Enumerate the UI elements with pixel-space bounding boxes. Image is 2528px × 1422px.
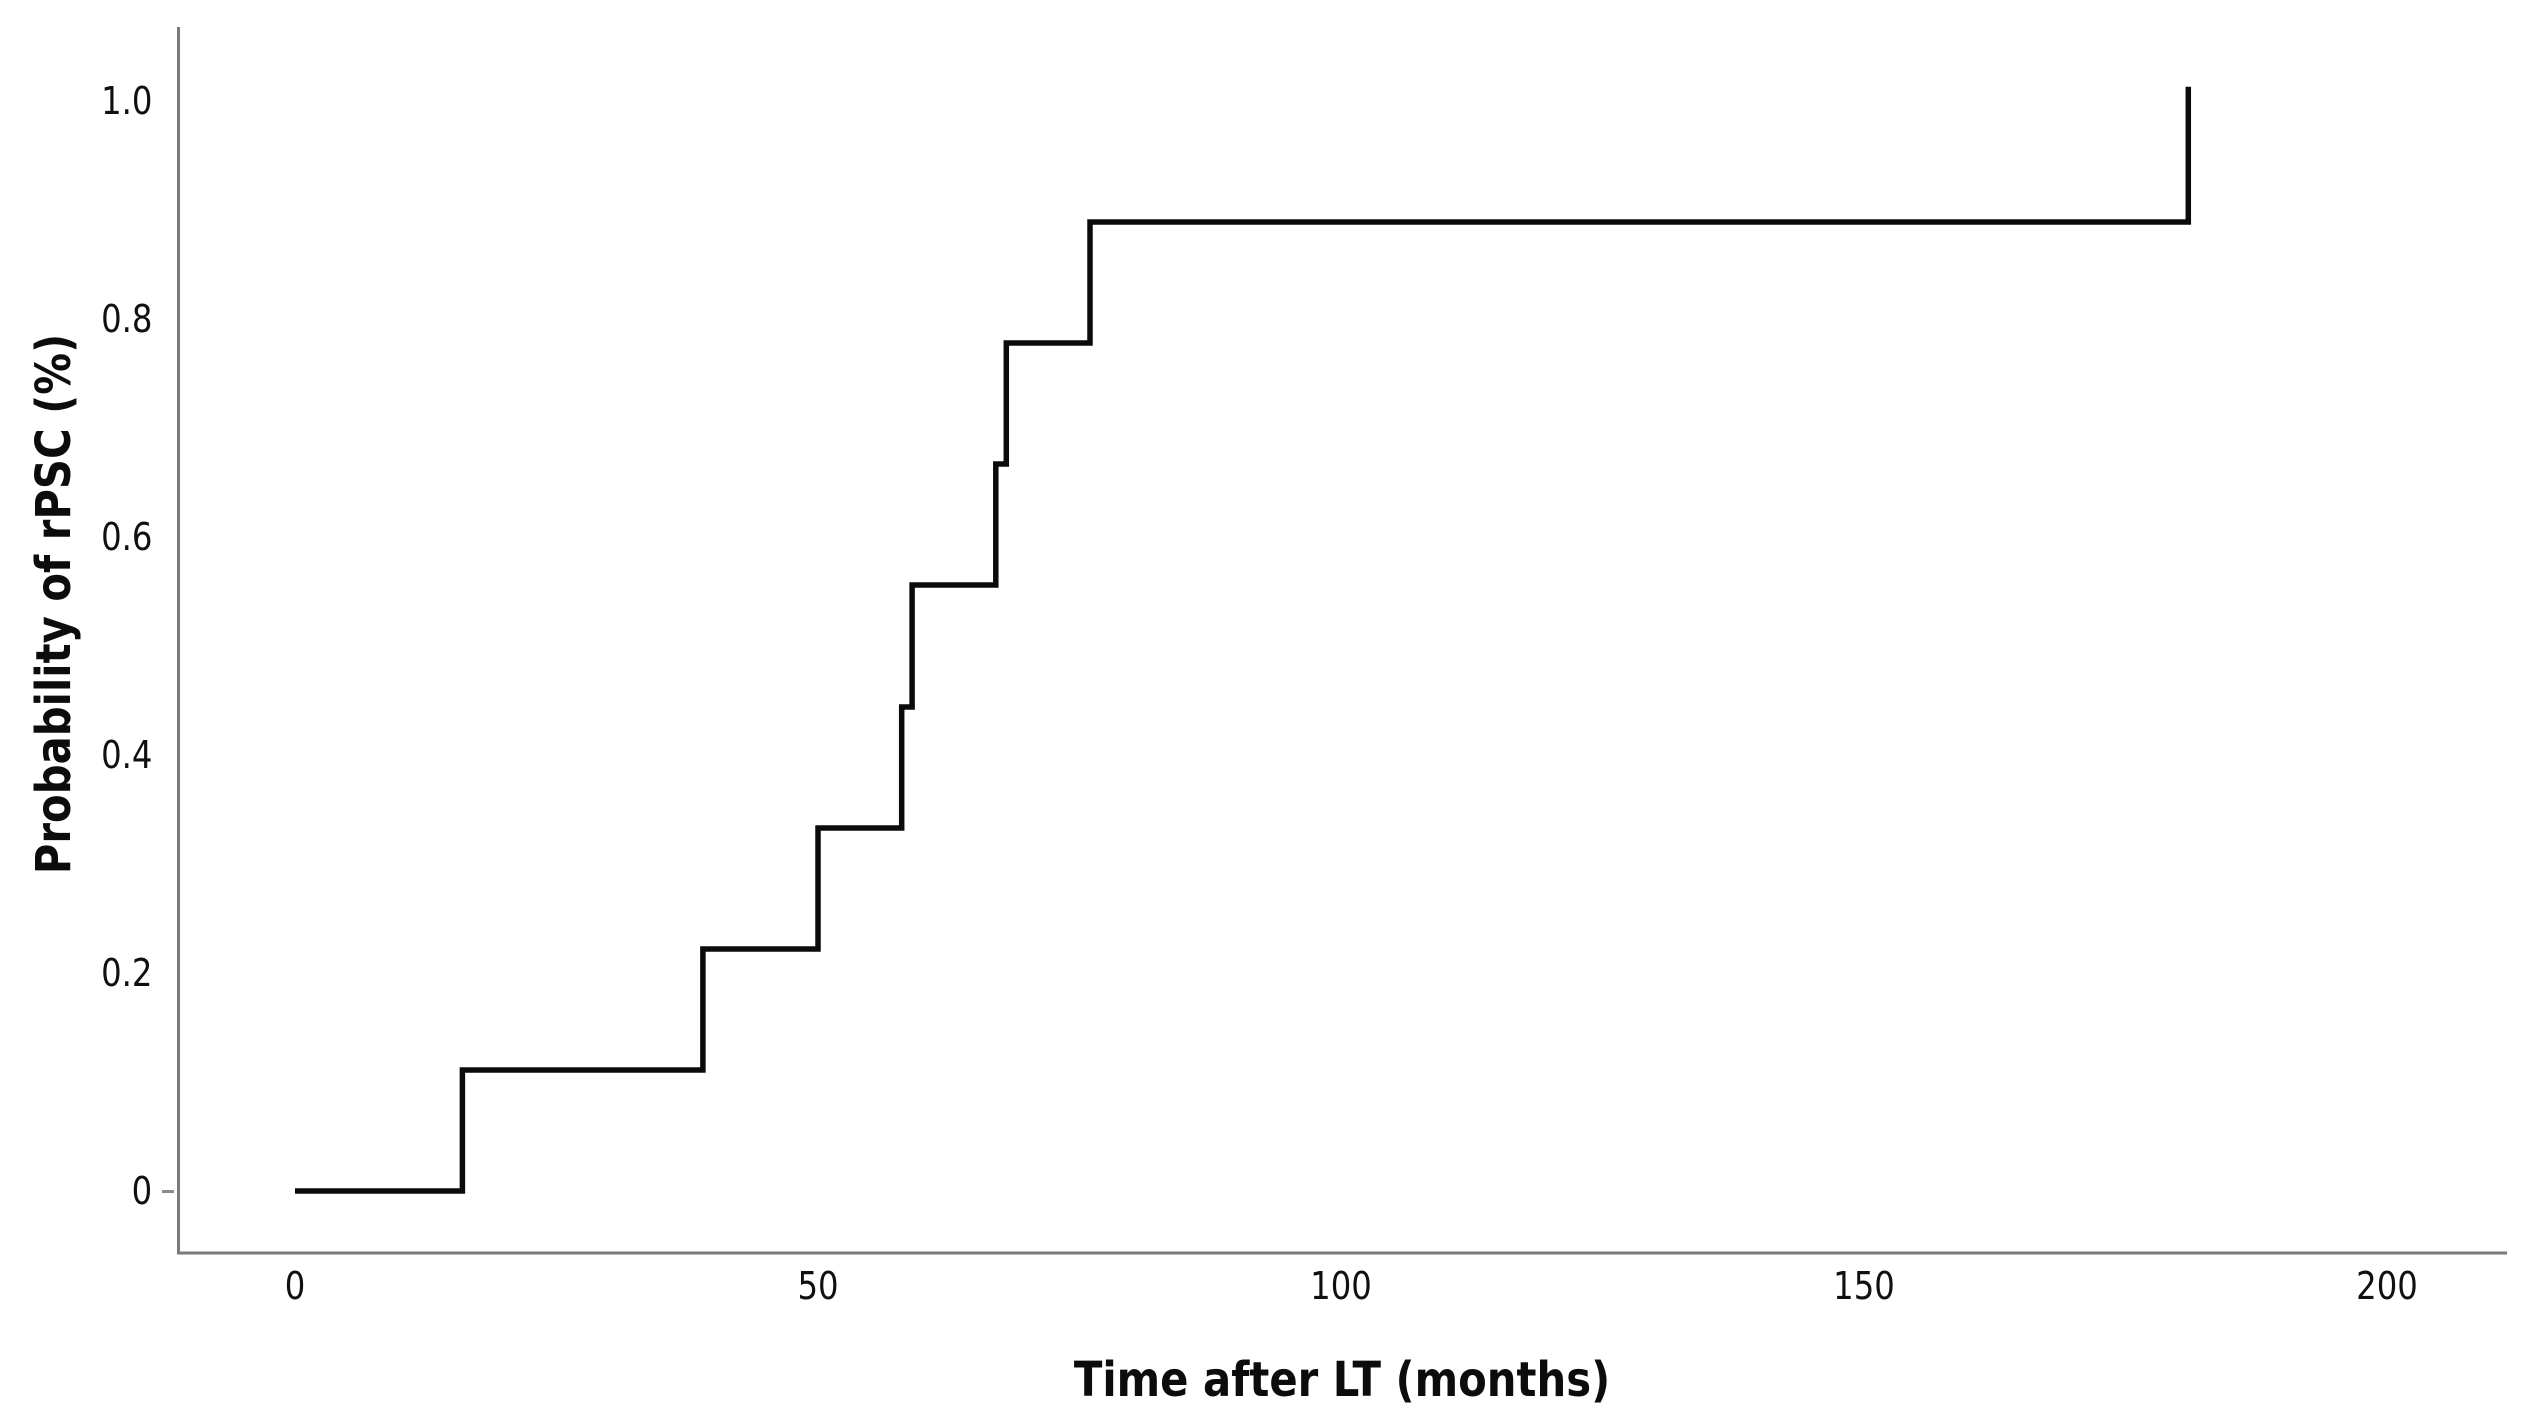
survival-step-curve	[295, 86, 2192, 1194]
x-tick-label: 50	[797, 1264, 839, 1308]
x-tick-label: 100	[1310, 1264, 1372, 1308]
x-axis-title: Time after LT (months)	[1073, 1352, 1611, 1408]
x-tick-label: 150	[1833, 1264, 1895, 1308]
y-tick-label: 0.6	[100, 515, 152, 559]
y-axis-title: Probability of rPSC (%)	[26, 333, 82, 875]
y-tick-label: 0.2	[100, 951, 152, 995]
y-tick-label: 1.0	[100, 79, 152, 123]
y-tick-label: 0	[131, 1169, 152, 1213]
y-tick-label: 0.4	[100, 733, 152, 777]
x-tick-label: 0	[284, 1264, 306, 1308]
y-tick-label: 0.8	[100, 297, 152, 341]
x-tick-label: 200	[2356, 1264, 2418, 1308]
